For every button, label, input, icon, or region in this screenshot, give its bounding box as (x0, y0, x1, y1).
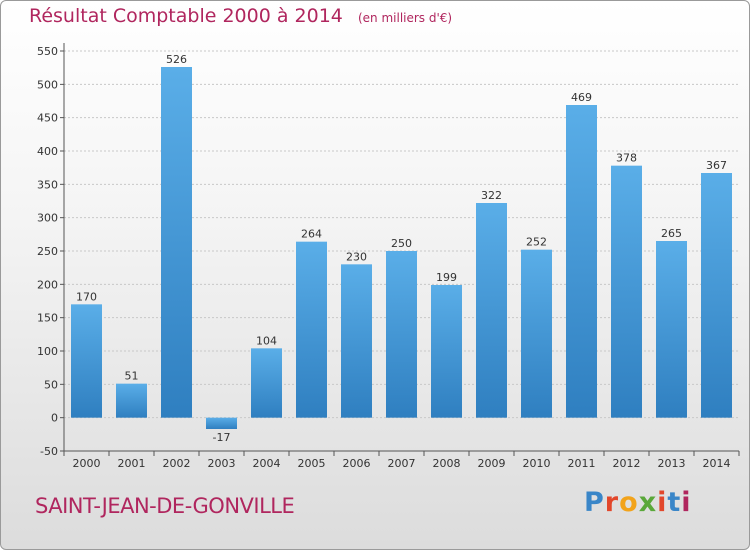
x-tick-label: 2001 (118, 457, 146, 470)
y-tick-label: 0 (51, 412, 58, 425)
data-label: 526 (166, 53, 187, 66)
data-label: 367 (706, 159, 727, 172)
x-tick-label: 2004 (253, 457, 281, 470)
y-tick-label: 50 (44, 378, 58, 391)
y-tick-label: 350 (37, 178, 58, 191)
data-label: 199 (436, 271, 457, 284)
labels: -50 0 50 100 150 200 250 300 350 400 450 500 550 170 2… (37, 45, 731, 470)
x-tick-label: 2013 (658, 457, 686, 470)
brand-logo: Proxiti (584, 487, 692, 518)
bar (341, 264, 372, 418)
y-tick-label: 250 (37, 245, 58, 258)
data-label: 230 (346, 250, 367, 263)
commune-name: SAINT-JEAN-DE-GONVILLE (35, 494, 295, 518)
y-tick-label: 150 (37, 312, 58, 325)
data-label: 104 (256, 334, 277, 347)
data-label: 265 (661, 227, 682, 240)
y-tick-label: 400 (37, 145, 58, 158)
brand-letter: i (657, 487, 668, 518)
bar (296, 241, 327, 418)
y-tick-label: -50 (40, 445, 58, 458)
bar (611, 165, 642, 418)
bar (656, 241, 687, 418)
brand-letter: x (638, 487, 658, 518)
bar (206, 417, 237, 429)
bar (521, 249, 552, 418)
data-label: 51 (125, 370, 139, 383)
x-tick-label: 2009 (478, 457, 506, 470)
axes (60, 43, 740, 456)
brand-letter: o (619, 487, 639, 518)
data-label: -17 (213, 431, 231, 444)
x-tick-label: 2012 (613, 457, 641, 470)
brand-letter: r (604, 487, 620, 518)
y-tick-label: 550 (37, 45, 58, 58)
bar (161, 67, 192, 418)
x-tick-label: 2000 (73, 457, 101, 470)
bar (566, 105, 597, 418)
brand-letter: i (681, 487, 692, 518)
bar (701, 173, 732, 418)
bar (71, 304, 102, 418)
data-label: 469 (571, 91, 592, 104)
bar (431, 285, 462, 418)
data-label: 322 (481, 189, 502, 202)
x-tick-label: 2011 (568, 457, 596, 470)
y-tick-label: 100 (37, 345, 58, 358)
y-tick-label: 300 (37, 212, 58, 225)
chart-unit: (en milliers d'€) (357, 11, 453, 25)
brand-letter: t (667, 487, 682, 518)
x-tick-label: 2003 (208, 457, 236, 470)
y-tick-label: 500 (37, 78, 58, 91)
title-row: Résultat Comptable 2000 à 2014 (en milli… (29, 5, 452, 27)
x-tick-label: 2006 (343, 457, 371, 470)
y-tick-label: 200 (37, 278, 58, 291)
y-tick-label: 450 (37, 112, 58, 125)
bars (71, 67, 732, 429)
data-label: 378 (616, 152, 637, 165)
data-label: 264 (301, 228, 322, 241)
bar (251, 348, 282, 418)
x-tick-label: 2010 (523, 457, 551, 470)
x-tick-label: 2005 (298, 457, 326, 470)
data-label: 250 (391, 237, 412, 250)
x-tick-label: 2007 (388, 457, 416, 470)
chart-title: Résultat Comptable 2000 à 2014 (29, 5, 343, 27)
x-tick-label: 2008 (433, 457, 461, 470)
brand-letter: P (584, 487, 605, 518)
bar (386, 251, 417, 418)
bar (116, 383, 147, 418)
x-tick-label: 2002 (163, 457, 191, 470)
bar (476, 203, 507, 418)
data-label: 170 (76, 290, 97, 303)
data-label: 252 (526, 236, 547, 249)
x-tick-label: 2014 (703, 457, 731, 470)
